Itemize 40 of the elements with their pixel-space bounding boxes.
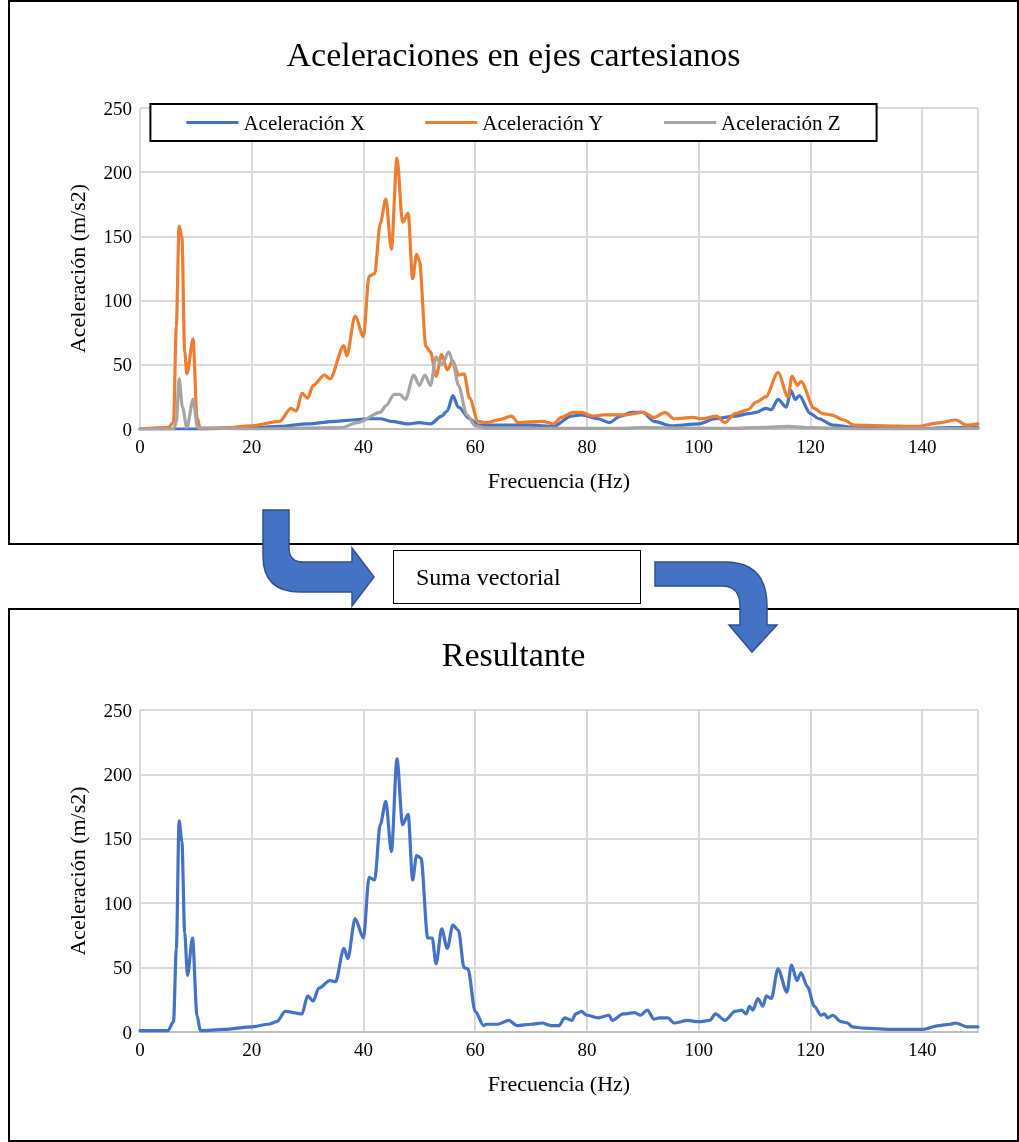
x-axis-title: Frecuencia (Hz) [487, 467, 631, 493]
y-tick-label: 0 [122, 1021, 132, 1043]
x-tick-label: 140 [907, 1039, 937, 1060]
y-tick-label: 150 [103, 828, 132, 850]
legend-label: Aceleración Z [721, 110, 841, 135]
x-tick-label: 20 [242, 436, 262, 457]
x-tick-label: 140 [907, 436, 937, 457]
x-tick-label: 60 [465, 436, 485, 457]
y-tick-label: 250 [103, 97, 132, 119]
x-tick-label: 100 [684, 1039, 713, 1060]
y-axis-title: Aceleración (m/s2) [64, 786, 90, 956]
x-tick-label: 60 [465, 1039, 485, 1060]
chart-title: Aceleraciones en ejes cartesianos [286, 35, 741, 73]
y-tick-label: 200 [103, 763, 132, 785]
legend-label: Aceleración X [243, 110, 366, 135]
y-tick-label: 250 [103, 699, 132, 721]
chart-title: Resultante [441, 635, 586, 673]
y-tick-label: 50 [113, 354, 132, 376]
legend-label: Aceleración Y [482, 110, 604, 135]
y-tick-label: 50 [113, 957, 132, 979]
x-tick-label: 120 [796, 436, 825, 457]
y-tick-label: 100 [103, 892, 132, 914]
x-axis-title: Frecuencia (Hz) [487, 1070, 631, 1096]
y-tick-label: 200 [103, 161, 132, 183]
y-tick-label: 150 [103, 225, 132, 247]
x-tick-label: 40 [353, 1039, 373, 1060]
x-tick-label: 80 [577, 1039, 597, 1060]
y-tick-label: 100 [103, 290, 132, 312]
x-tick-label: 20 [242, 1039, 262, 1060]
x-tick-label: 80 [577, 436, 597, 457]
x-tick-label: 0 [135, 436, 145, 457]
line-series [138, 350, 980, 431]
x-tick-label: 0 [135, 1039, 145, 1060]
x-tick-label: 100 [684, 436, 713, 457]
line-series [138, 757, 980, 1033]
text: Suma vectorial [393, 550, 641, 604]
y-axis-title: Aceleración (m/s2) [64, 183, 90, 354]
x-tick-label: 40 [353, 436, 373, 457]
y-tick-label: 0 [122, 418, 132, 440]
x-tick-label: 120 [796, 1039, 825, 1060]
